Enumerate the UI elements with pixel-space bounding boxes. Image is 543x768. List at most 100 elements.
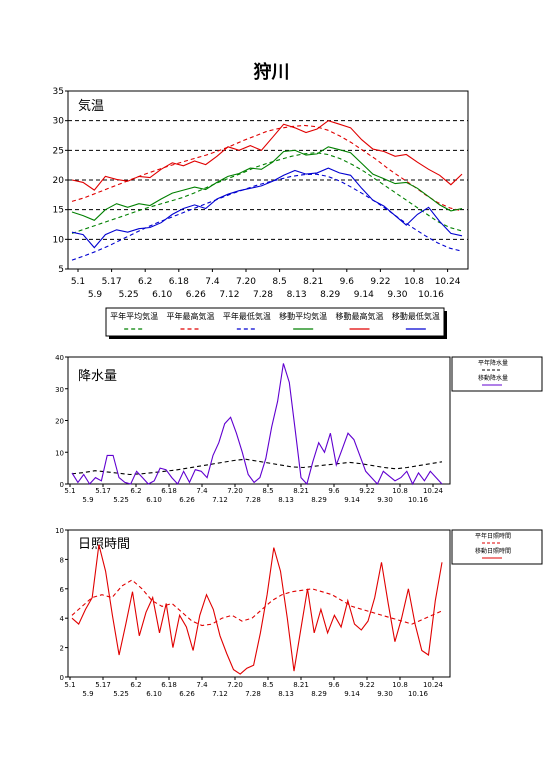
x-tick-label: 10.8	[392, 487, 408, 495]
x-tick-label: 9.6	[328, 487, 340, 495]
x-tick-label: 7.12	[212, 496, 228, 504]
legend-entry: 平年最高気温	[167, 311, 215, 321]
y-tick-label: 40	[55, 354, 64, 362]
x-tick-label: 8.13	[278, 690, 294, 698]
x-tick-label: 9.30	[377, 496, 393, 504]
legend-entry: 平年平均気温	[110, 311, 158, 321]
y-tick-label: 8	[60, 556, 64, 564]
x-tick-label: 9.30	[377, 690, 393, 698]
y-tick-label: 20	[55, 418, 64, 426]
x-tick-label: 6.18	[161, 681, 177, 689]
legend-entry: 移動降水量	[478, 374, 508, 382]
y-tick-label: 10	[55, 527, 64, 535]
legend-entry: 移動最低気温	[392, 311, 440, 321]
x-tick-label: 6.18	[169, 277, 189, 287]
series-line-2-0	[71, 579, 443, 627]
x-tick-label: 5.9	[82, 496, 93, 504]
x-tick-label: 8.21	[293, 681, 309, 689]
x-tick-label: 6.2	[130, 487, 141, 495]
x-tick-label: 6.10	[146, 690, 162, 698]
y-tick-label: 6	[60, 586, 65, 594]
x-tick-label: 9.14	[354, 290, 374, 300]
x-tick-label: 10.24	[423, 681, 444, 689]
x-tick-label: 5.17	[95, 681, 111, 689]
x-tick-label: 6.26	[186, 290, 206, 300]
y-tick-label: 30	[53, 117, 65, 127]
series-line-0-1	[71, 124, 463, 212]
x-tick-label: 7.28	[253, 290, 273, 300]
x-tick-label: 5.9	[82, 690, 93, 698]
y-tick-label: 10	[55, 449, 64, 457]
series-line-1-1	[71, 363, 443, 486]
y-tick-label: 4	[60, 615, 65, 623]
x-tick-label: 9.22	[359, 487, 375, 495]
legend-entry: 平年最低気温	[223, 311, 271, 321]
x-tick-label: 5.9	[88, 290, 103, 300]
plot-frame-2	[67, 529, 451, 678]
x-tick-label: 7.12	[212, 690, 228, 698]
page-title: 狩川	[253, 62, 290, 83]
x-tick-label: 9.30	[387, 290, 407, 300]
x-tick-label: 7.20	[236, 277, 256, 287]
x-tick-label: 6.26	[179, 690, 195, 698]
x-tick-label: 6.26	[179, 496, 195, 504]
y-tick-label: 0	[60, 674, 64, 682]
y-tick-label: 15	[53, 206, 64, 216]
y-tick-label: 2	[60, 645, 64, 653]
series-line-0-2	[71, 173, 463, 261]
y-tick-label: 0	[60, 481, 64, 489]
x-tick-label: 6.2	[138, 277, 152, 287]
x-tick-label: 7.12	[219, 290, 239, 300]
chart-label: 日照時間	[78, 537, 130, 552]
x-tick-label: 10.16	[418, 290, 444, 300]
legend-entry: 移動平均気温	[279, 311, 327, 321]
x-tick-label: 9.22	[359, 681, 375, 689]
x-tick-label: 8.29	[311, 690, 327, 698]
legend-entry: 平年日照時間	[475, 532, 511, 540]
x-tick-label: 8.13	[278, 496, 294, 504]
x-tick-label: 7.20	[227, 681, 243, 689]
x-tick-label: 5.1	[64, 487, 75, 495]
y-tick-label: 25	[53, 146, 64, 156]
legend-entry: 平年降水量	[478, 359, 508, 367]
series-line-1-0	[71, 458, 443, 476]
x-tick-label: 5.25	[113, 690, 129, 698]
x-tick-label: 9.14	[344, 496, 360, 504]
y-tick-label: 10	[53, 235, 65, 245]
series-line-0-5	[71, 167, 463, 249]
legend-box	[105, 307, 445, 337]
x-tick-label: 9.14	[344, 690, 360, 698]
x-tick-label: 7.20	[227, 487, 243, 495]
chart-label: 降水量	[78, 369, 117, 384]
y-tick-label: 5	[58, 265, 64, 275]
x-tick-label: 7.4	[196, 681, 208, 689]
x-tick-label: 8.29	[320, 290, 340, 300]
x-tick-label: 7.4	[205, 277, 220, 287]
x-tick-label: 6.10	[152, 290, 172, 300]
chart-label: 気温	[78, 98, 104, 114]
x-tick-label: 5.25	[119, 290, 139, 300]
x-tick-label: 5.17	[95, 487, 111, 495]
x-tick-label: 10.8	[404, 277, 424, 287]
legend-entry: 移動日照時間	[475, 547, 511, 555]
x-tick-label: 8.29	[311, 496, 327, 504]
y-tick-label: 30	[55, 386, 64, 394]
x-tick-label: 8.5	[272, 277, 286, 287]
x-tick-label: 6.10	[146, 496, 162, 504]
x-tick-label: 10.16	[408, 690, 429, 698]
x-tick-label: 9.22	[370, 277, 390, 287]
series-line-0-4	[71, 120, 463, 191]
x-tick-label: 10.24	[435, 277, 461, 287]
x-tick-label: 6.2	[130, 681, 141, 689]
x-tick-label: 5.25	[113, 496, 129, 504]
x-tick-label: 10.24	[423, 487, 444, 495]
series-line-2-1	[71, 544, 443, 675]
y-tick-label: 35	[53, 87, 64, 97]
x-tick-label: 8.21	[293, 487, 309, 495]
plot-frame-1	[67, 356, 451, 485]
y-tick-label: 20	[53, 176, 65, 186]
x-tick-label: 8.13	[287, 290, 307, 300]
x-tick-label: 6.18	[161, 487, 177, 495]
x-tick-label: 7.28	[245, 496, 261, 504]
